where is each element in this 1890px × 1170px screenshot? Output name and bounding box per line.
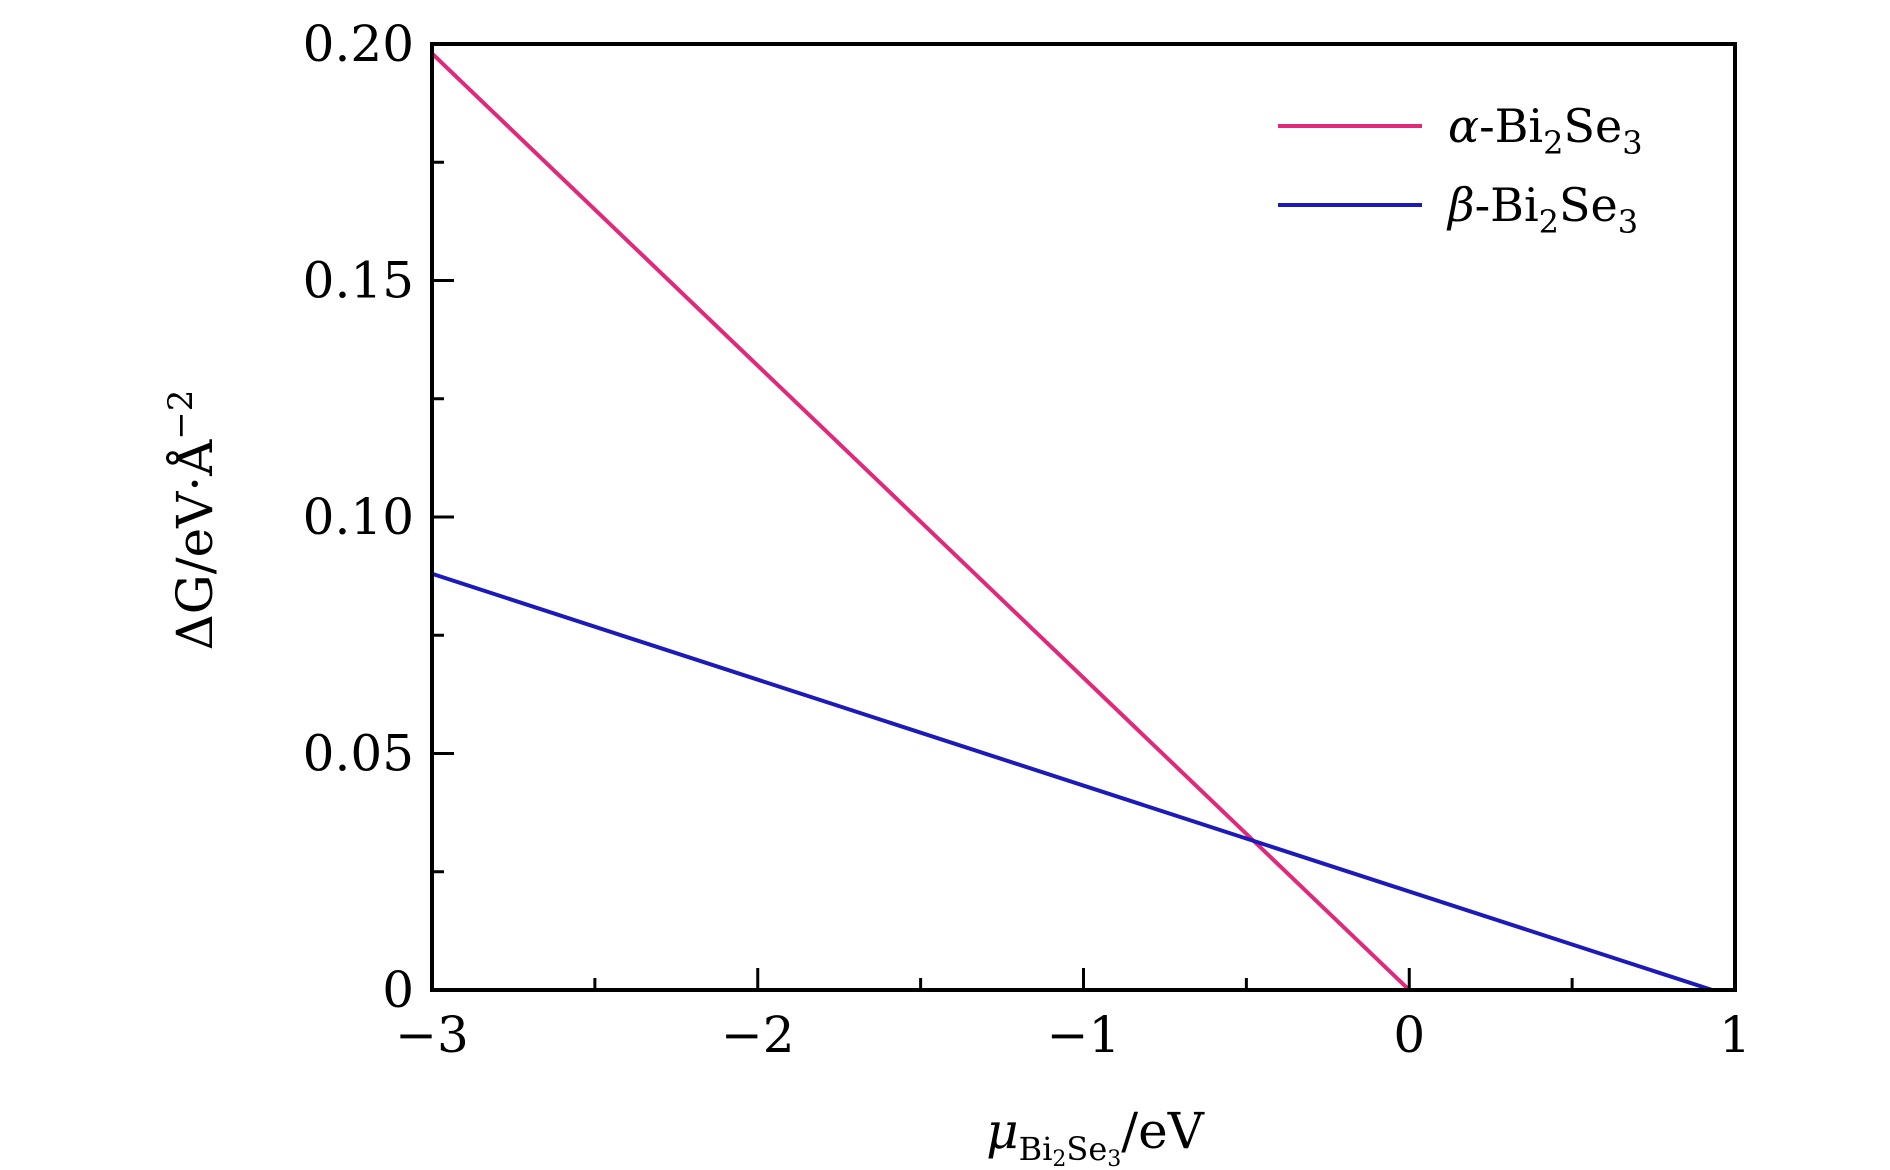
plot-frame <box>430 42 1737 992</box>
x-tick-label: 0 <box>1393 1006 1425 1064</box>
series-line-beta <box>431 571 1713 992</box>
series-line-alpha <box>430 52 1411 992</box>
y-axis-label: ΔG/eV·Å−2 <box>161 390 224 651</box>
y-tick-label: 0.20 <box>303 15 414 73</box>
x-tick-label: −3 <box>395 1006 469 1064</box>
legend-label-beta: β-Bi2Se3 <box>1446 178 1638 241</box>
series-layer <box>430 52 1713 992</box>
legend: α-Bi2Se3 β-Bi2Se3 <box>1278 99 1643 241</box>
x-tick-label: −1 <box>1047 1006 1121 1064</box>
x-tick-label: −2 <box>721 1006 795 1064</box>
ticks-layer <box>430 42 1737 992</box>
y-tick-label: 0.05 <box>303 725 414 783</box>
legend-label-alpha: α-Bi2Se3 <box>1448 99 1643 162</box>
plot-area <box>430 42 1737 992</box>
y-tick-label: 0 <box>382 961 414 1019</box>
x-tick-label: 1 <box>1719 1006 1751 1064</box>
tick-labels-layer: −3 −2 −1 0 1 0 0.05 0.10 0.15 0.20 <box>303 15 1751 1064</box>
x-axis-label: μBi2Se3/eV <box>986 1102 1205 1170</box>
y-tick-label: 0.10 <box>303 488 414 546</box>
y-tick-label: 0.15 <box>303 252 414 310</box>
